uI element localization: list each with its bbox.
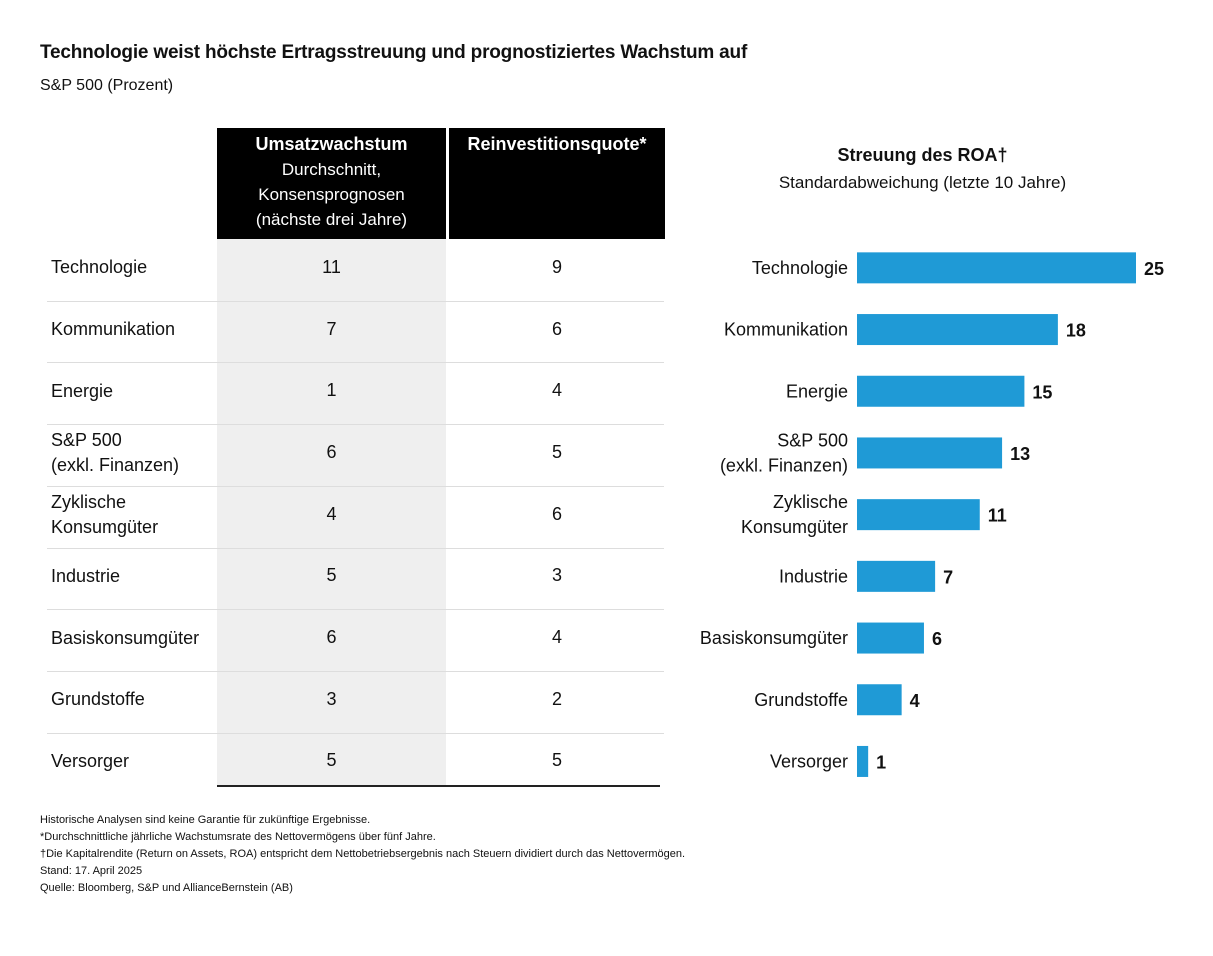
row-label-line: Zyklische [51, 491, 127, 512]
bar [857, 684, 902, 716]
row-label: Kommunikation [51, 317, 216, 342]
bar-category-label: Konsumgüter [741, 517, 848, 537]
cell-reinvestitionsquote: 6 [551, 503, 562, 524]
cell-reinvestitionsquote: 2 [551, 688, 562, 709]
column-shading [217, 239, 446, 786]
bar-category-label: Energie [786, 381, 848, 401]
cell-umsatzwachstum: 6 [326, 627, 337, 648]
row-divider [47, 733, 664, 734]
bar-value-label: 4 [910, 691, 920, 711]
header-umsatzwachstum: Umsatzwachstum Durchschnitt, Konsensprog… [217, 128, 446, 239]
bar [857, 560, 936, 592]
bar-chart-title: Streuung des ROA† [837, 145, 1008, 165]
row-label: Zyklische Konsumgüter [51, 490, 216, 540]
row-divider [47, 609, 664, 610]
cell-umsatzwachstum: 1 [326, 380, 337, 401]
bar-chart-subtitle: Standardabweichung (letzte 10 Jahre) [778, 173, 1067, 192]
header-umsatzwachstum-line: Konsensprognosen [258, 185, 405, 204]
bar-category-label: Basiskonsumgüter [700, 628, 848, 648]
row-divider [47, 548, 664, 549]
cell-reinvestitionsquote: 6 [551, 318, 562, 339]
chart-subtitle-units: S&P 500 (Prozent) [40, 77, 174, 94]
row-label: Basiskonsumgüter [51, 626, 216, 651]
footnote: Quelle: Bloomberg, S&P und AllianceBerns… [40, 882, 293, 894]
cell-umsatzwachstum: 4 [326, 503, 337, 524]
header-umsatzwachstum-title: Umsatzwachstum [255, 134, 408, 154]
bar-value-label: 1 [876, 752, 886, 772]
header-reinvestitionsquote-title: Reinvestitionsquote* [467, 134, 647, 154]
header-umsatzwachstum-line: (nächste drei Jahre) [255, 210, 408, 229]
header-reinvestitionsquote: Reinvestitionsquote* [449, 128, 665, 239]
cell-umsatzwachstum: 11 [322, 256, 341, 277]
row-divider [47, 301, 664, 302]
cell-umsatzwachstum: 7 [326, 318, 337, 339]
footnotes: Historische Analysen sind keine Garantie… [40, 812, 685, 897]
row-label-line: Industrie [51, 565, 121, 586]
footnote: Historische Analysen sind keine Garantie… [40, 814, 371, 826]
bar-value-label: 25 [1144, 259, 1164, 279]
bar-category-label: Zyklische [773, 492, 848, 512]
bar [857, 745, 869, 777]
bar [857, 252, 1136, 284]
row-divider [47, 424, 664, 425]
bar [857, 437, 1003, 469]
bar-category-label: Grundstoffe [754, 690, 848, 710]
row-label: Energie [51, 379, 216, 404]
row-label: Industrie [51, 564, 216, 589]
cell-reinvestitionsquote: 5 [551, 750, 562, 771]
row-divider [47, 671, 664, 672]
bar-category-label: Kommunikation [724, 320, 848, 340]
row-label-line: (exkl. Finanzen) [51, 454, 180, 475]
bar-category-label: (exkl. Finanzen) [720, 455, 848, 475]
bar-value-label: 18 [1066, 321, 1086, 341]
row-label: Grundstoffe [51, 687, 216, 712]
bar-value-label: 7 [943, 567, 953, 587]
row-divider [47, 486, 664, 487]
row-label: S&P 500 (exkl. Finanzen) [51, 428, 216, 478]
footnote: †Die Kapitalrendite (Return on Assets, R… [40, 848, 686, 860]
cell-reinvestitionsquote: 4 [551, 627, 562, 648]
row-label-line: Basiskonsumgüter [51, 627, 200, 648]
footnote: Stand: 17. April 2025 [40, 865, 143, 877]
footnote: *Durchschnittliche jährliche Wachstumsra… [40, 831, 436, 843]
bar-category-label: Technologie [752, 258, 848, 278]
row-label-line: Versorger [51, 750, 130, 771]
cell-reinvestitionsquote: 3 [551, 565, 562, 586]
cell-umsatzwachstum: 3 [326, 688, 337, 709]
cell-umsatzwachstum: 6 [326, 441, 337, 462]
cell-reinvestitionsquote: 5 [551, 441, 562, 462]
row-label-line: Konsumgüter [51, 516, 159, 537]
row-label-line: Kommunikation [51, 319, 176, 340]
row-label-line: Technologie [51, 257, 148, 278]
bar-value-label: 15 [1032, 382, 1052, 402]
row-label-line: Energie [51, 380, 114, 401]
chart-title-main: Technologie weist höchste Ertragsstreuun… [40, 42, 748, 63]
cell-umsatzwachstum: 5 [326, 565, 337, 586]
cell-umsatzwachstum: 5 [326, 750, 337, 771]
row-label-line: Grundstoffe [51, 689, 145, 710]
bar [857, 499, 980, 531]
row-label-line: S&P 500 [51, 429, 122, 450]
bar-value-label: 11 [988, 506, 1007, 526]
bar-value-label: 6 [932, 629, 942, 649]
row-label: Versorger [51, 749, 216, 774]
bar-category-label: Industrie [779, 566, 848, 586]
table-bottom-rule [217, 785, 660, 787]
cell-reinvestitionsquote: 4 [551, 380, 562, 401]
cell-reinvestitionsquote: 9 [551, 256, 562, 277]
roa-bar-chart: 25 Technologie 18 Kommunikation 15 Energie 13 S… [700, 252, 1164, 777]
bar [857, 314, 1058, 346]
bar-category-label: S&P 500 [777, 430, 848, 450]
row-label: Technologie [51, 255, 216, 280]
bar-category-label: Versorger [770, 751, 848, 771]
bar-value-label: 13 [1010, 444, 1030, 464]
bar [857, 622, 924, 654]
bar [857, 375, 1025, 407]
header-umsatzwachstum-line: Durchschnitt, [281, 160, 382, 179]
row-divider [47, 362, 664, 363]
